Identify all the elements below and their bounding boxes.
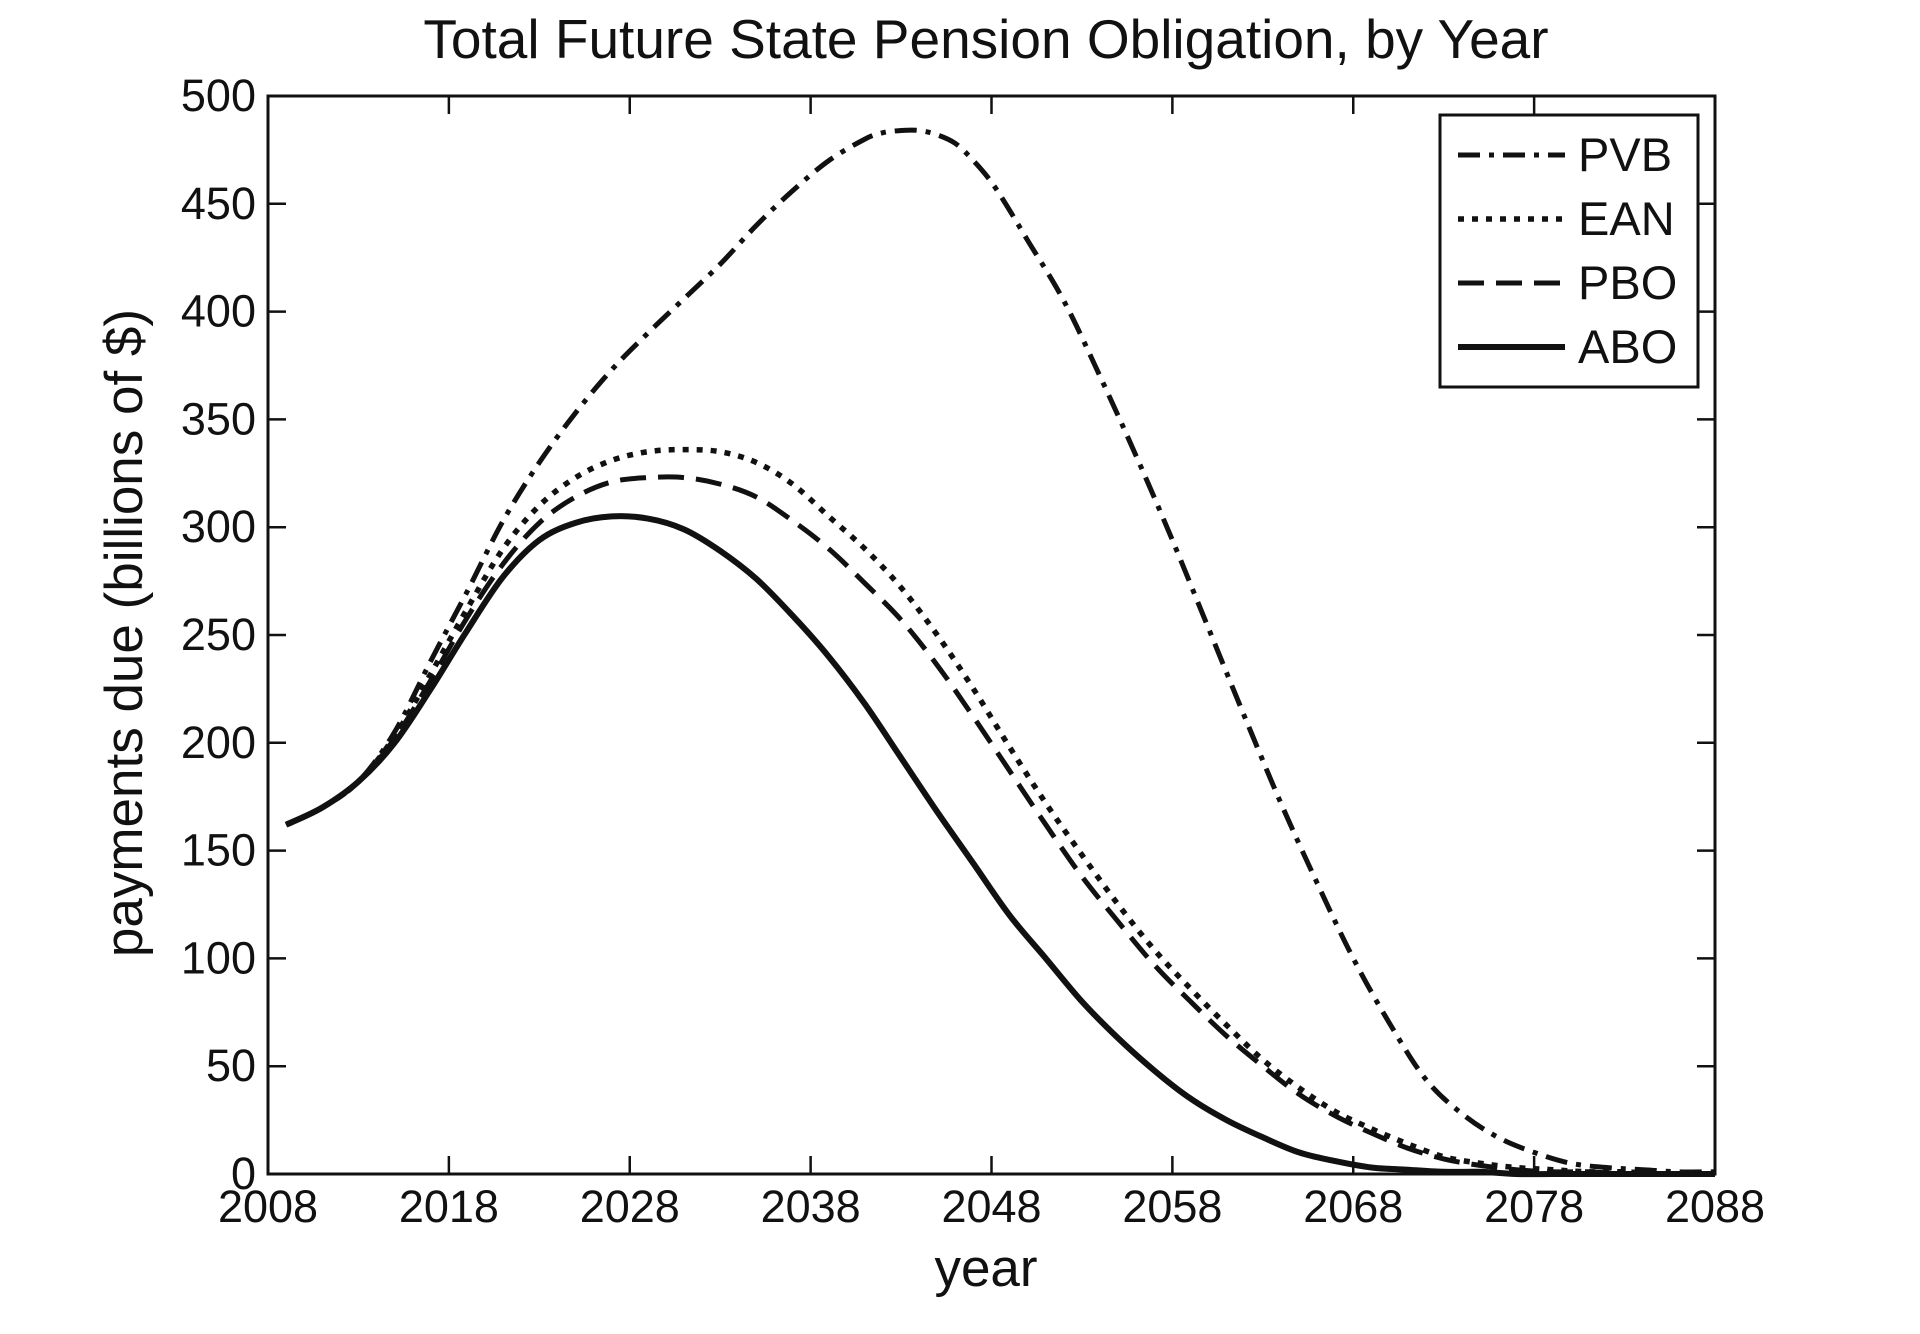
chart-title: Total Future State Pension Obligation, b… <box>423 8 1548 70</box>
x-tick-label: 2068 <box>1303 1181 1403 1232</box>
y-axis-label: payments due (billions of $) <box>95 309 154 957</box>
series-line-abo <box>284 513 1715 1178</box>
x-tick-label: 2008 <box>218 1181 318 1232</box>
y-tick-label: 500 <box>181 70 256 121</box>
y-tick-label: 0 <box>231 1148 256 1199</box>
y-tick-label: 150 <box>181 825 256 876</box>
x-tick-label: 2058 <box>1122 1181 1222 1232</box>
x-tick-label: 2078 <box>1484 1181 1584 1232</box>
y-axis-ticks: 0 50 100 150 200 250 300 350 400 450 500 <box>181 70 1715 1199</box>
series-lines <box>284 127 1716 1178</box>
y-tick-label: 300 <box>181 501 256 552</box>
x-tick-label: 2048 <box>941 1181 1041 1232</box>
x-tick-label: 2028 <box>580 1181 680 1232</box>
legend-label-pbo: PBO <box>1578 256 1677 309</box>
legend-label-abo: ABO <box>1578 320 1677 373</box>
series-line-pvb <box>285 127 1716 1175</box>
y-tick-label: 400 <box>181 286 256 337</box>
x-tick-label: 2088 <box>1665 1181 1765 1232</box>
y-tick-label: 350 <box>181 393 256 444</box>
y-tick-label: 450 <box>181 178 256 229</box>
y-tick-label: 250 <box>181 609 256 660</box>
legend: PVB EAN PBO ABO <box>1438 113 1700 389</box>
x-axis-ticks: 2008 2018 2028 2038 2048 2058 2068 2078 2088 <box>218 96 1765 1232</box>
y-tick-label: 100 <box>181 932 256 983</box>
legend-box <box>1438 113 1700 389</box>
series-line-pbo <box>285 474 1715 1177</box>
x-tick-label: 2018 <box>399 1181 499 1232</box>
legend-label-pvb: PVB <box>1578 128 1672 181</box>
y-tick-label: 50 <box>206 1040 256 1091</box>
legend-label-ean: EAN <box>1578 192 1675 245</box>
x-tick-label: 2038 <box>761 1181 861 1232</box>
y-tick-label: 200 <box>181 717 256 768</box>
x-axis-label: year <box>934 1239 1037 1298</box>
